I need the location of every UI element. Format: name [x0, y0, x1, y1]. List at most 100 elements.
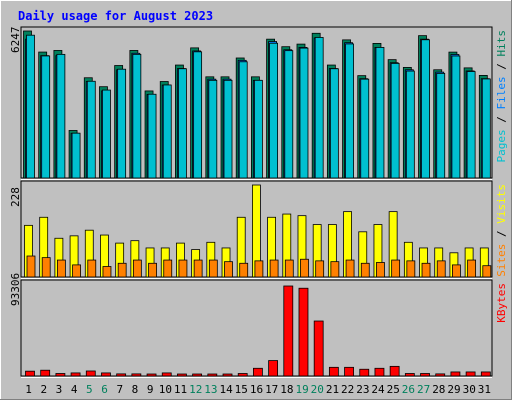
bar-pages — [117, 68, 127, 179]
legend: KBytes — [495, 283, 508, 323]
bar-kbytes — [389, 365, 400, 377]
bar-sites — [41, 257, 51, 278]
bar-pages — [56, 53, 66, 179]
bar-kbytes — [450, 371, 461, 377]
legend-entry: Files — [495, 76, 508, 109]
legend-entry: Pages — [495, 129, 508, 162]
bar-kbytes — [177, 373, 187, 377]
bar-pages — [132, 53, 142, 179]
bar-pages — [162, 84, 172, 179]
bar-kbytes — [313, 320, 324, 377]
bar-kbytes — [283, 285, 294, 377]
bar-pages — [26, 34, 35, 179]
x-tick-label: 27 — [417, 383, 430, 396]
bar-pages — [41, 55, 51, 179]
bar-sites — [421, 262, 431, 278]
bar-pages — [208, 79, 218, 179]
bar-sites — [87, 259, 97, 278]
bar-pages — [390, 63, 400, 179]
bar-sites — [178, 259, 188, 278]
x-tick-label: 24 — [371, 383, 385, 396]
x-tick-label: 16 — [250, 383, 263, 396]
x-tick-label: 22 — [341, 383, 354, 396]
bar-pages — [71, 132, 81, 179]
panel-top: 6247 Pages / Files / Hits — [9, 26, 508, 180]
bar-kbytes — [85, 370, 96, 377]
bar-pages — [314, 37, 324, 179]
bar-sites — [315, 260, 325, 278]
bar-pages — [345, 43, 354, 179]
bar-pages — [405, 70, 415, 179]
bar-pages — [223, 79, 233, 179]
bar-kbytes — [435, 373, 446, 377]
bar-sites — [436, 260, 446, 278]
legend-separator: / — [495, 57, 508, 77]
legend: Pages / Files / Hits — [495, 30, 508, 163]
x-tick-label: 7 — [116, 383, 123, 396]
x-tick-label: 14 — [219, 383, 233, 396]
bar-sites — [239, 262, 249, 278]
legend-entry: Sites — [495, 244, 508, 277]
bar-kbytes — [222, 373, 233, 377]
bar-sites — [163, 259, 173, 278]
bar-kbytes — [374, 367, 385, 377]
x-tick-label: 28 — [432, 383, 445, 396]
bar-sites — [269, 259, 279, 278]
bar-kbytes — [55, 373, 66, 377]
bar-kbytes — [480, 371, 491, 377]
legend-entry: Visits — [495, 184, 508, 224]
x-tick-label: 23 — [356, 383, 369, 396]
bar-kbytes — [298, 287, 309, 377]
chart-title: Daily usage for August 2023 — [18, 9, 213, 23]
plot-area — [20, 279, 493, 377]
legend-separator: / — [495, 224, 508, 244]
x-tick-label: 5 — [86, 383, 93, 396]
bar-sites — [224, 261, 233, 278]
chart-panels: 6247 Pages / Files / Hits 228 Sites / Visit… — [9, 26, 508, 378]
x-tick-label: 8 — [132, 383, 139, 396]
x-tick-label: 6 — [101, 383, 108, 396]
bar-kbytes — [420, 373, 430, 377]
bar-pages — [360, 78, 370, 179]
bar-kbytes — [116, 373, 127, 377]
legend-entry: KBytes — [495, 283, 508, 323]
bar-sites — [254, 260, 264, 278]
bar-sites — [26, 255, 36, 278]
bar-sites — [391, 259, 401, 278]
x-tick-label: 26 — [402, 383, 415, 396]
bar-kbytes — [237, 373, 248, 377]
bar-sites — [208, 259, 218, 278]
bar-sites — [132, 259, 142, 278]
bar-kbytes — [192, 373, 203, 377]
bar-pages — [421, 39, 430, 179]
bar-pages — [193, 51, 203, 179]
bar-pages — [451, 55, 461, 179]
bar-pages — [102, 89, 111, 179]
y-max-label: 93306 — [9, 273, 22, 306]
bar-kbytes — [40, 369, 51, 377]
x-tick-label: 11 — [174, 383, 187, 396]
bar-pages — [269, 42, 278, 179]
bar-sites — [56, 259, 66, 278]
x-tick-label: 1 — [25, 383, 32, 396]
x-tick-label: 13 — [204, 383, 217, 396]
x-tick-label: 17 — [265, 383, 278, 396]
x-tick-label: 9 — [147, 383, 154, 396]
panel-bottom: 93306 KBytes — [9, 273, 508, 378]
y-max-label: 228 — [9, 187, 22, 207]
bar-pages — [147, 93, 157, 179]
bar-sites — [300, 258, 309, 278]
bar-kbytes — [404, 373, 415, 377]
y-max-label: 6247 — [9, 27, 22, 54]
bar-kbytes — [131, 373, 142, 377]
bar-pages — [466, 71, 476, 179]
x-tick-label: 20 — [311, 383, 324, 396]
bar-sites — [284, 259, 294, 278]
x-tick-label: 2 — [40, 383, 47, 396]
bar-sites — [330, 261, 340, 278]
bar-sites — [482, 265, 492, 278]
x-tick-label: 3 — [56, 383, 63, 396]
bar-kbytes — [25, 370, 35, 377]
bar-kbytes — [253, 367, 263, 377]
bar-kbytes — [268, 360, 278, 377]
